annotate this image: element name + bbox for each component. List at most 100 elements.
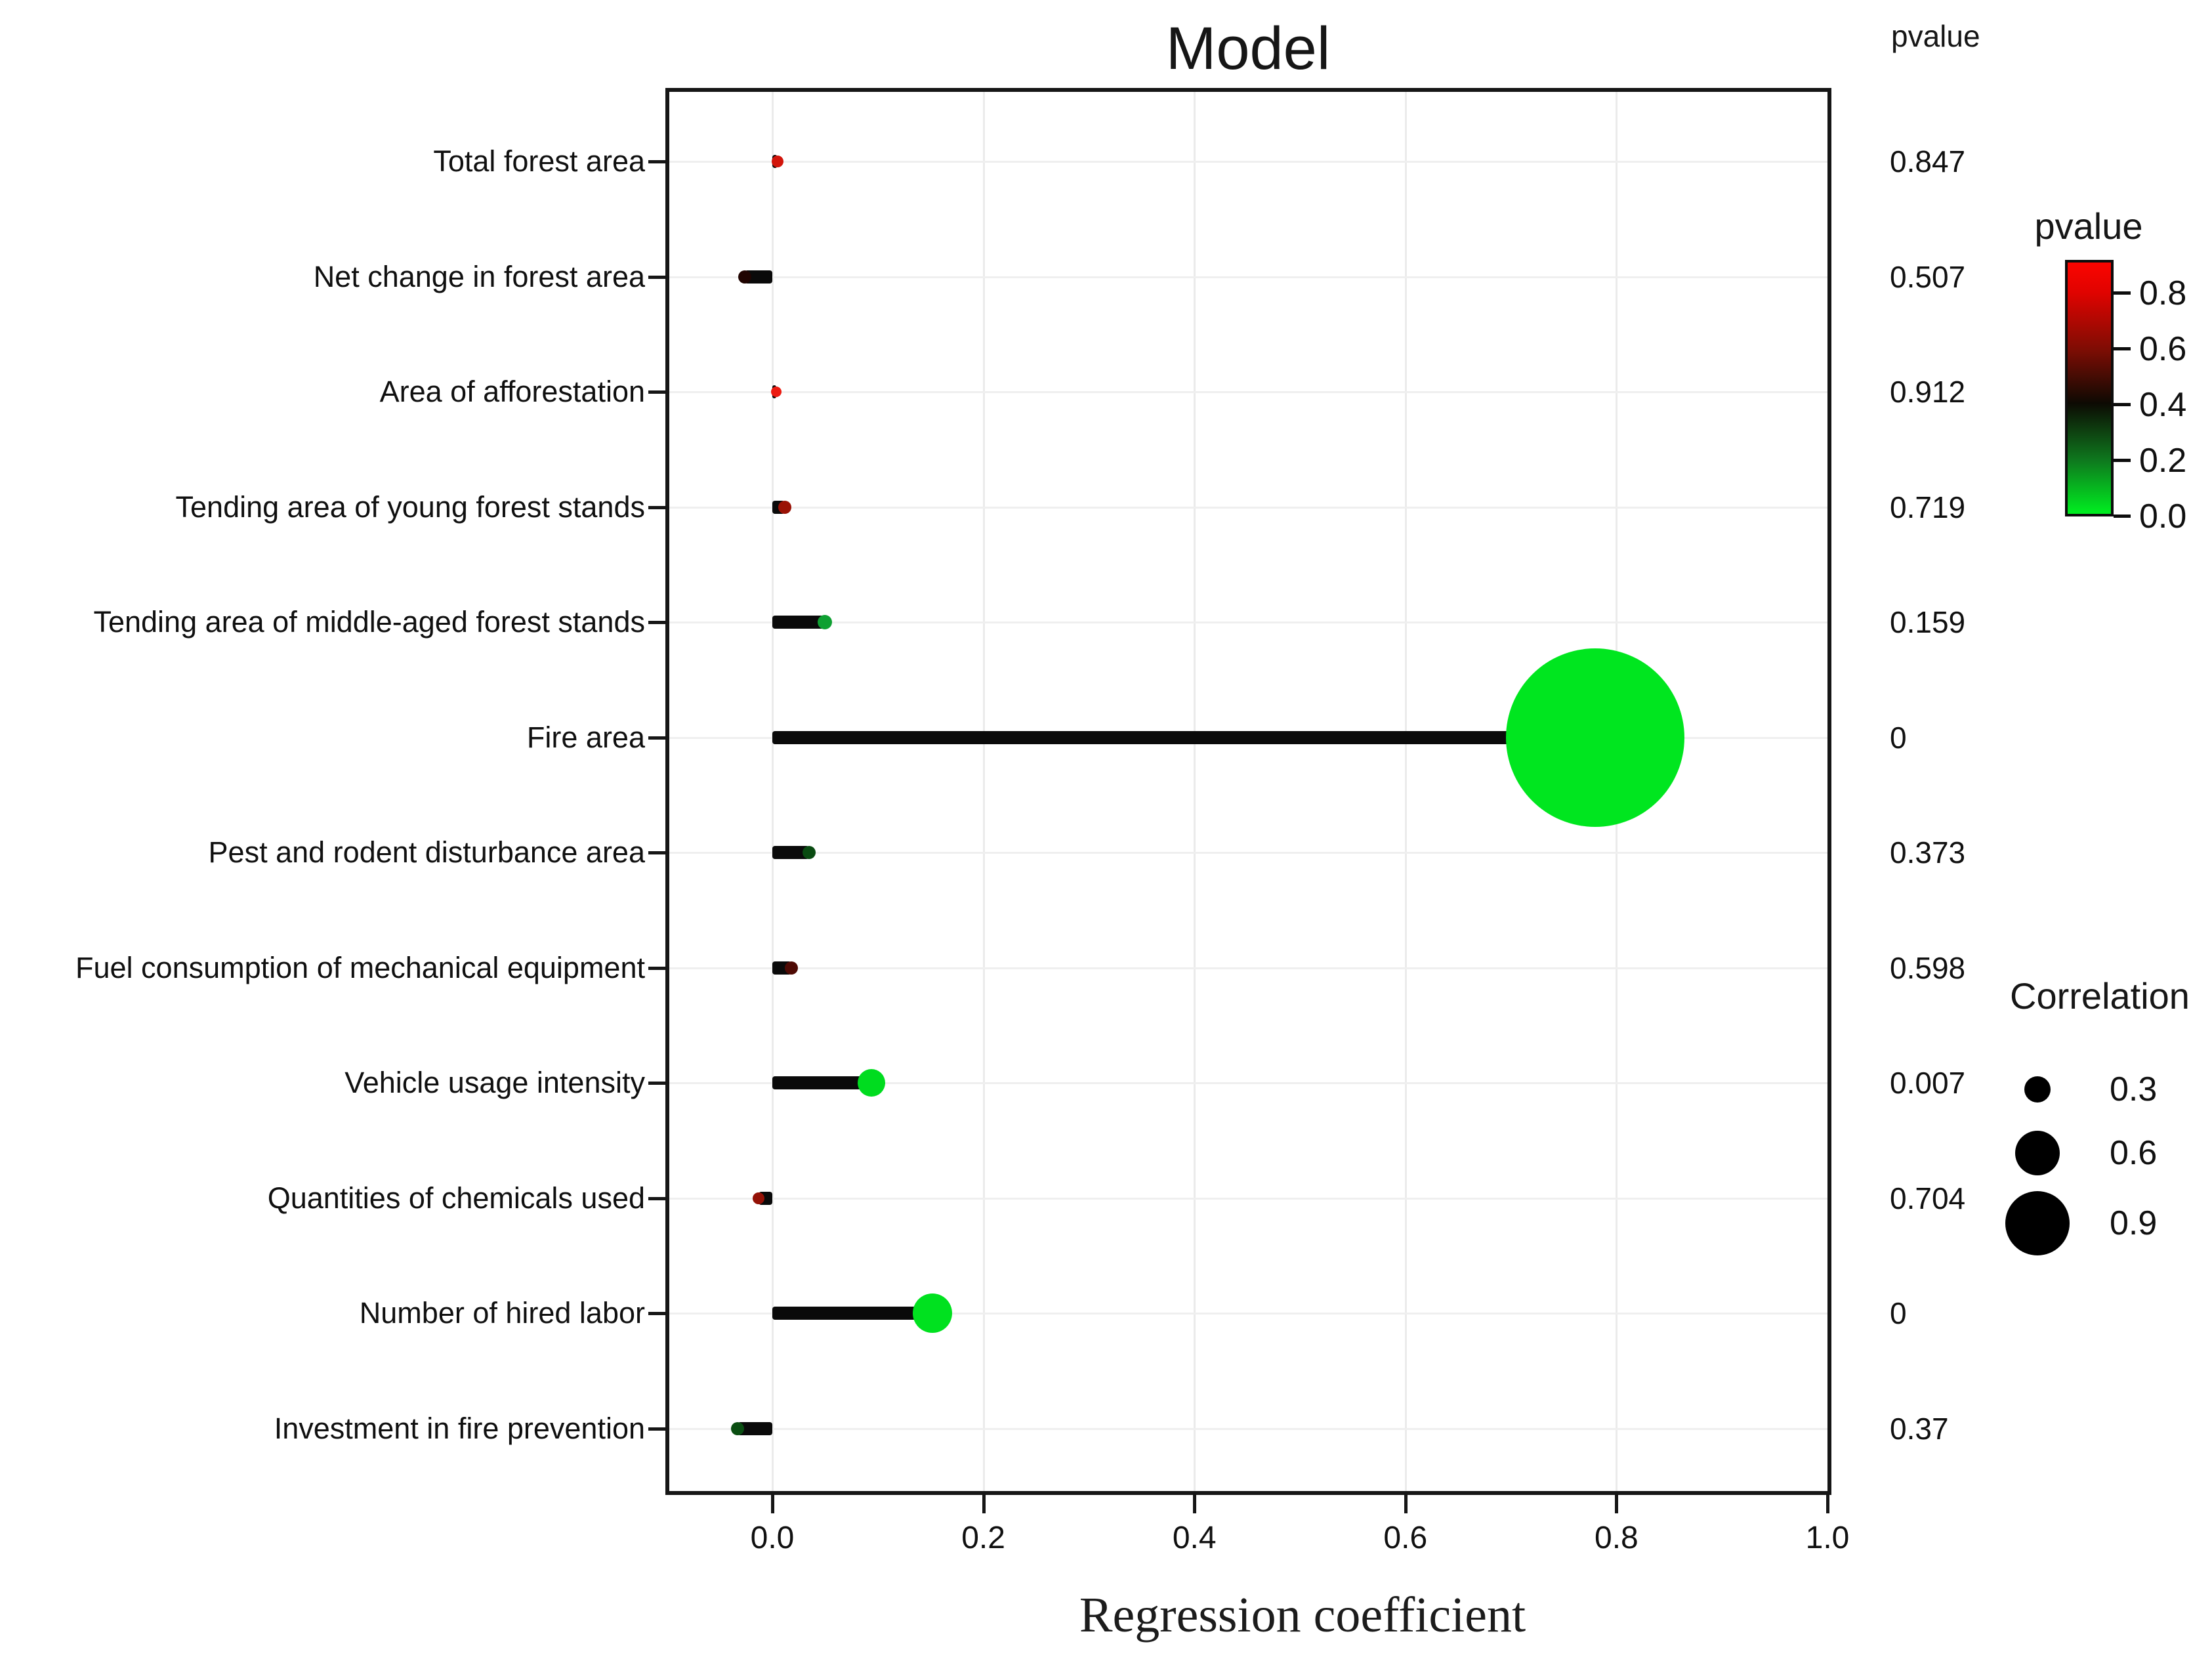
pvalue-value: 0.912 xyxy=(1890,375,1966,409)
colorbar-tick xyxy=(2114,347,2131,350)
y-tick xyxy=(648,621,665,624)
size-legend-label: 0.6 xyxy=(2110,1134,2158,1172)
y-tick xyxy=(648,1082,665,1085)
pvalue-value: 0.159 xyxy=(1890,605,1966,639)
x-gridline xyxy=(1404,92,1407,1491)
size-legend-dot xyxy=(2015,1131,2060,1175)
data-point-dot xyxy=(784,961,798,975)
x-tick xyxy=(1826,1495,1829,1513)
y-gridline xyxy=(669,967,1827,969)
y-tick xyxy=(648,1196,665,1200)
x-tick-label: 0.0 xyxy=(750,1521,795,1555)
pvalue-value: 0.719 xyxy=(1890,490,1966,524)
x-gridline xyxy=(1194,92,1196,1491)
data-point-dot xyxy=(730,1421,744,1435)
data-point-dot xyxy=(771,387,782,397)
x-axis-title: Regression coefficient xyxy=(1079,1587,1526,1643)
pvalue-value: 0 xyxy=(1890,1296,1907,1330)
x-tick-label: 0.6 xyxy=(1383,1521,1428,1555)
y-axis-label: Net change in forest area xyxy=(313,259,645,293)
x-tick xyxy=(982,1495,986,1513)
x-tick xyxy=(1615,1495,1619,1513)
y-axis-label: Investment in fire prevention xyxy=(274,1411,645,1445)
pvalue-value: 0.598 xyxy=(1890,950,1966,985)
x-gridline xyxy=(982,92,985,1491)
coefficient-bar xyxy=(737,1421,772,1435)
pvalue-column-header: pvalue xyxy=(1891,19,1980,53)
plot-panel xyxy=(665,88,1831,1495)
y-tick xyxy=(648,275,665,279)
y-tick xyxy=(648,505,665,509)
chart-title: Model xyxy=(1165,15,1331,82)
y-gridline xyxy=(669,621,1827,623)
y-gridline xyxy=(669,1082,1827,1084)
data-point-dot xyxy=(803,846,816,859)
pvalue-value: 0 xyxy=(1890,720,1907,755)
y-gridline xyxy=(669,1427,1827,1430)
colorbar-tick-label: 0.6 xyxy=(2139,330,2187,368)
coefficient-bar xyxy=(772,1076,872,1089)
pvalue-value: 0.704 xyxy=(1890,1181,1966,1215)
colorbar-tick-label: 0.0 xyxy=(2139,497,2187,536)
size-legend-dot xyxy=(2005,1191,2070,1255)
y-tick xyxy=(648,736,665,740)
y-axis-label: Number of hired labor xyxy=(359,1296,645,1330)
y-gridline xyxy=(669,391,1827,393)
y-tick xyxy=(648,390,665,394)
data-point-dot xyxy=(772,156,784,167)
pvalue-colorbar xyxy=(2065,260,2114,516)
size-legend-label: 0.9 xyxy=(2110,1204,2158,1242)
data-point-dot xyxy=(753,1192,765,1204)
colorbar-tick-label: 0.4 xyxy=(2139,386,2187,424)
y-tick xyxy=(648,851,665,854)
coefficient-bar xyxy=(772,616,825,629)
y-axis-label: Tending area of middle-aged forest stand… xyxy=(93,605,645,639)
colorbar-tick xyxy=(2114,291,2131,295)
coefficient-bar xyxy=(745,270,772,284)
x-tick-label: 0.4 xyxy=(1172,1521,1217,1555)
colorbar-tick xyxy=(2114,459,2131,462)
pvalue-value: 0.847 xyxy=(1890,144,1966,179)
y-axis-label: Area of afforestation xyxy=(379,375,645,408)
x-tick-label: 0.8 xyxy=(1595,1521,1638,1555)
data-point-dot xyxy=(778,500,792,514)
data-point-dot xyxy=(738,270,752,284)
pvalue-value: 0.37 xyxy=(1890,1411,1949,1446)
colorbar-tick-label: 0.8 xyxy=(2139,274,2187,312)
x-tick xyxy=(1404,1495,1408,1513)
coefficient-bar xyxy=(772,730,1596,744)
x-tick-label: 1.0 xyxy=(1805,1521,1850,1555)
data-point-dot xyxy=(818,615,833,629)
y-axis-label: Quantities of chemicals used xyxy=(267,1181,645,1215)
data-point-dot xyxy=(858,1069,886,1097)
y-axis-label: Fire area xyxy=(526,720,645,754)
y-tick xyxy=(648,1427,665,1431)
y-tick xyxy=(648,160,665,163)
y-gridline xyxy=(669,506,1827,509)
colorbar-tick xyxy=(2114,515,2131,518)
colorbar-legend-title: pvalue xyxy=(2034,205,2143,247)
y-axis-label: Vehicle usage intensity xyxy=(344,1066,645,1099)
data-point-dot xyxy=(913,1293,953,1333)
y-axis-label: Pest and rodent disturbance area xyxy=(208,835,645,869)
data-point-dot xyxy=(1506,648,1685,827)
y-axis-label: Total forest area xyxy=(433,144,645,178)
y-axis-label: Fuel consumption of mechanical equipment xyxy=(75,950,645,984)
y-gridline xyxy=(669,161,1827,163)
colorbar-tick xyxy=(2114,403,2131,406)
x-tick-label: 0.2 xyxy=(961,1521,1005,1555)
y-gridline xyxy=(669,1197,1827,1200)
coefficient-bar xyxy=(772,846,810,859)
pvalue-value: 0.373 xyxy=(1890,835,1966,870)
size-legend-dot xyxy=(2024,1076,2051,1103)
x-tick xyxy=(771,1495,774,1513)
y-axis-label: Tending area of young forest stands xyxy=(175,490,645,524)
pvalue-value: 0.007 xyxy=(1890,1066,1966,1100)
y-gridline xyxy=(669,276,1827,278)
x-tick xyxy=(1193,1495,1197,1513)
pvalue-value: 0.507 xyxy=(1890,259,1966,294)
y-gridline xyxy=(669,852,1827,854)
y-tick xyxy=(648,966,665,970)
x-gridline xyxy=(772,92,774,1491)
